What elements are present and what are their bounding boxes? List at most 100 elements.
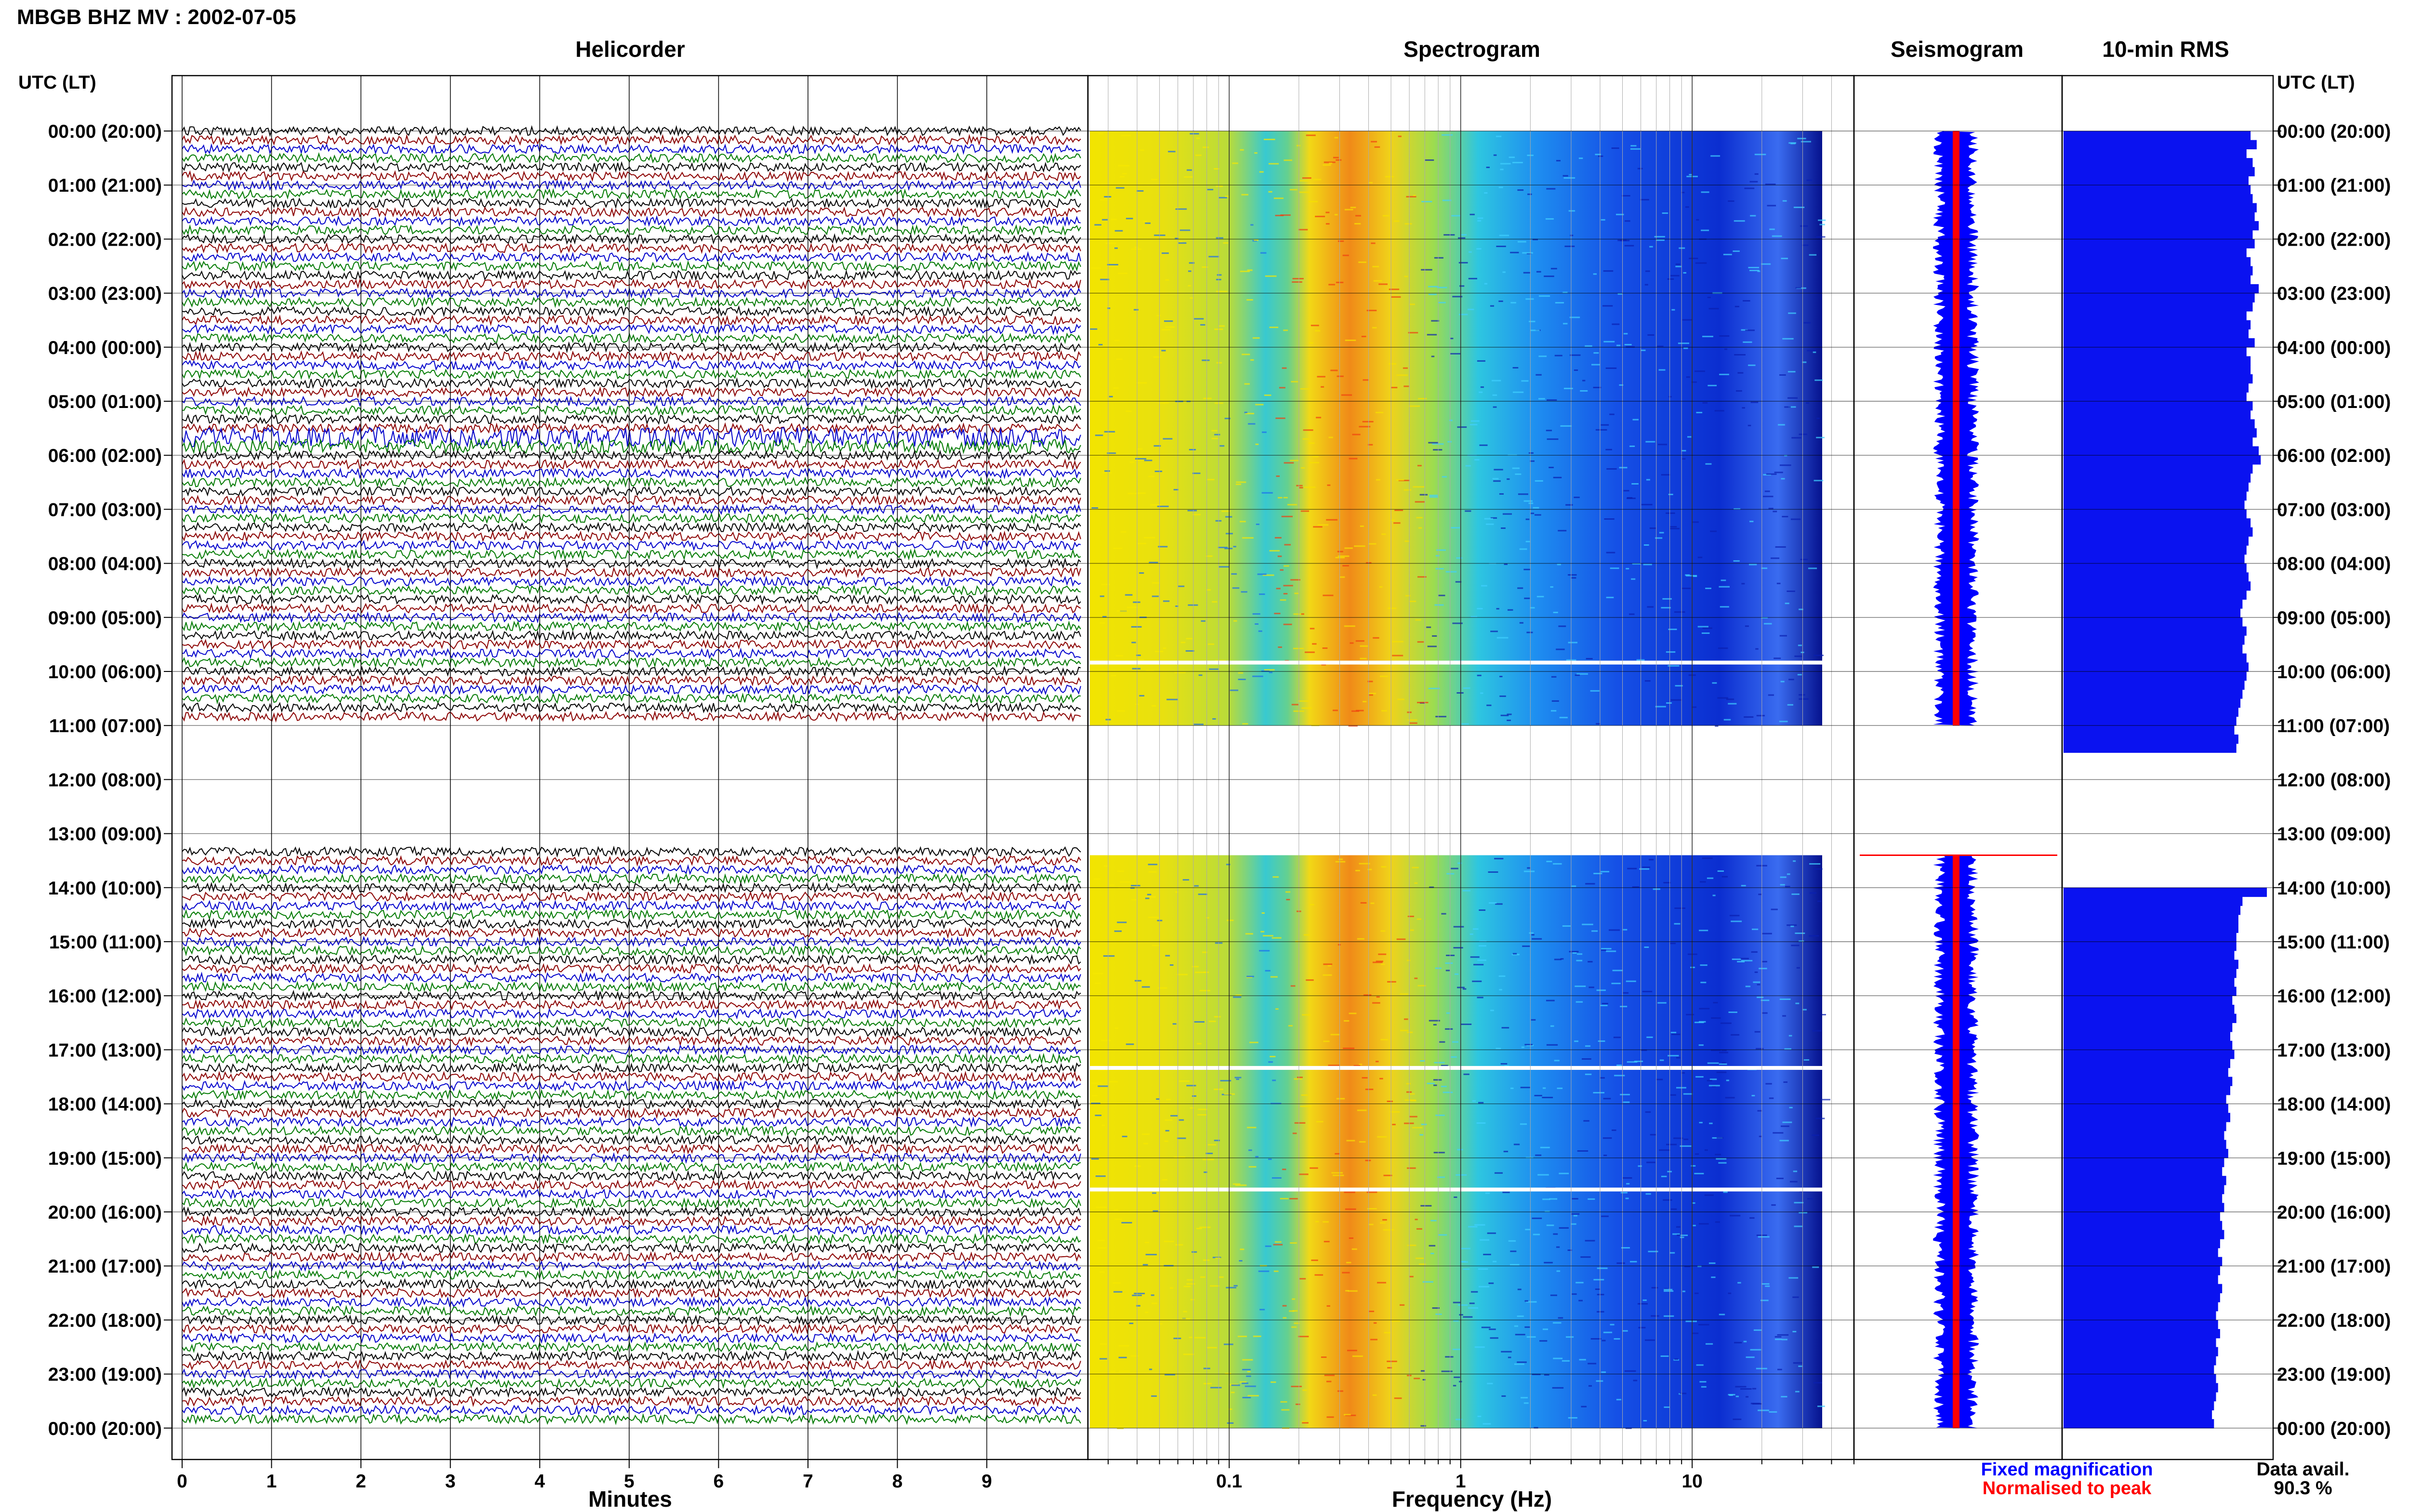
spectrogram-speckle [1502, 513, 1512, 515]
spectrogram-speckle [1568, 1417, 1577, 1419]
spectrogram-speckle [1696, 1364, 1704, 1366]
helicorder-trace [182, 855, 1081, 867]
spectrogram-speckle [1740, 958, 1749, 960]
spectrogram-speckle [1785, 603, 1789, 605]
spectrogram-speckle [1610, 1324, 1615, 1326]
spectrogram-speckle [1288, 1025, 1293, 1027]
spectrogram-speckle [1499, 676, 1503, 677]
time-tick-label-right: 19:00 (15:00) [2277, 1148, 2391, 1169]
spectrogram-speckle [1420, 1425, 1426, 1427]
spectrogram-speckle [1643, 544, 1649, 546]
rms-bar [2064, 1086, 2230, 1095]
helicorder-trace [182, 908, 1081, 921]
time-tick-label-right: 15:00 (11:00) [2277, 932, 2390, 953]
spectrogram-speckle [1536, 271, 1541, 273]
spectrogram-speckle [1224, 1343, 1233, 1345]
spectrogram-speckle [1452, 622, 1463, 624]
rms-bar [2064, 1157, 2224, 1168]
spectrogram-speckle [1255, 404, 1264, 406]
helicorder-trace [182, 1070, 1081, 1083]
spectrogram-speckle [1443, 234, 1455, 236]
spectrogram-speckle [1483, 1253, 1491, 1255]
rms-bar [2064, 293, 2255, 302]
spectrogram-speckle [1645, 270, 1650, 272]
time-tick-label-right: 03:00 (23:00) [2277, 284, 2391, 304]
spectrogram-speckle [1822, 1014, 1826, 1015]
spectrogram-speckle [1453, 1302, 1461, 1303]
rms-bar [2064, 1094, 2226, 1104]
spectrogram-speckle [1473, 928, 1479, 930]
spectrogram-speckle [1400, 1029, 1409, 1031]
spectrogram-speckle [1695, 1076, 1704, 1078]
time-tick-label-left: 07:00 (03:00) [48, 500, 162, 520]
spectrogram-speckle [1469, 933, 1473, 935]
spectrogram-speckle [1754, 971, 1758, 973]
spectrogram-speckle [1334, 214, 1338, 216]
helicorder-trace [182, 1350, 1081, 1362]
spectrogram-speckle [1330, 369, 1338, 371]
spectrogram-speckle [1131, 642, 1136, 644]
spectrogram-speckle [1546, 430, 1552, 432]
helicorder-trace [182, 1395, 1081, 1407]
spectrogram-speckle [1575, 1001, 1583, 1003]
spectrogram-speckle [1588, 986, 1594, 988]
spectrogram-speckle [1649, 527, 1656, 529]
spectrogram-speckle [1191, 966, 1199, 968]
helicorder-trace [182, 620, 1081, 632]
spectrogram-speckle [1553, 1233, 1558, 1235]
spectrogram-speckle [1500, 1063, 1508, 1065]
spectrogram-speckle [1232, 162, 1238, 164]
spectrogram-speckle [1214, 402, 1223, 404]
spectrogram-speckle [1781, 1125, 1789, 1127]
spectrogram-speckle [1225, 1373, 1231, 1374]
spectrogram-speckle [1127, 493, 1137, 495]
spectrogram-speckle [1614, 1075, 1625, 1077]
spectrogram-speckle [1601, 871, 1610, 873]
spectrogram-speckle [1196, 137, 1200, 139]
spectrogram-speckle [1189, 449, 1196, 450]
spectrogram-speckle [1388, 607, 1397, 609]
spectrogram-speckle [1379, 1078, 1383, 1079]
seismogram-normalised-trace [1953, 131, 1959, 726]
spectrogram-speckle [1409, 1275, 1414, 1277]
spectrogram-speckle [1369, 1311, 1375, 1312]
spectrogram-speckle [1290, 579, 1300, 581]
helicorder-trace [182, 494, 1081, 507]
spectrogram-speckle [1486, 167, 1490, 168]
spectrogram-speckle [1603, 1155, 1607, 1157]
spectrogram-speckle [1372, 327, 1377, 329]
spectrogram-speckle [1556, 1270, 1561, 1272]
spectrogram-speckle [1153, 445, 1161, 447]
spectrogram-speckle [1588, 1385, 1592, 1387]
spectrogram-speckle [1449, 420, 1453, 421]
spectrogram-speckle [1419, 494, 1428, 496]
spectrogram-speckle [1814, 379, 1823, 381]
spectrogram-speckle [1148, 871, 1157, 873]
rms-bar [2064, 473, 2251, 483]
spectrogram-speckle [1209, 1020, 1216, 1022]
spectrogram-speckle [1263, 935, 1273, 937]
spectrogram-speckle [1415, 501, 1425, 503]
spectrogram-speckle [1239, 1260, 1243, 1262]
spectrogram-speckle [1602, 1137, 1612, 1139]
spectrogram-speckle [1761, 567, 1768, 569]
spectrogram-speckle [1510, 1087, 1514, 1089]
spectrogram-speckle [1562, 175, 1568, 177]
spectrogram-speckle [1312, 456, 1319, 458]
spectrogram-speckle [1434, 604, 1444, 606]
spectrogram-speckle [1283, 623, 1292, 625]
spectrogram-speckle [1728, 200, 1734, 202]
spectrogram-speckle [1236, 1078, 1239, 1080]
spectrogram-speckle [1514, 1325, 1519, 1327]
spectrogram-speckle [1092, 973, 1103, 974]
spectrogram-speckle [1323, 974, 1332, 976]
spectrogram-speckle [1813, 868, 1823, 870]
helicorder-trace [182, 872, 1081, 885]
spectrogram-speckle [1114, 230, 1123, 232]
spectrogram-speckle [1271, 937, 1282, 939]
spectrogram-speckle [1781, 1339, 1787, 1341]
spectrogram-speckle [1235, 994, 1242, 996]
spectrogram-speckle [1197, 1114, 1207, 1116]
spectrogram-speckle [1809, 254, 1817, 256]
spectrogram-speckle [1566, 1336, 1574, 1338]
